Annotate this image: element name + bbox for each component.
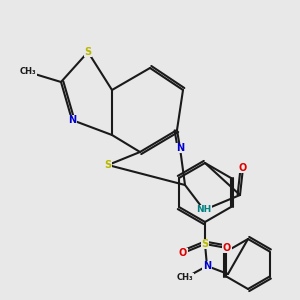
Text: S: S (84, 47, 92, 57)
Text: N: N (68, 115, 76, 125)
Text: N: N (203, 261, 211, 271)
Text: NH: NH (196, 206, 211, 214)
Text: CH₃: CH₃ (20, 68, 36, 76)
Text: S: S (201, 239, 208, 249)
Text: O: O (239, 163, 247, 173)
Text: S: S (104, 160, 112, 170)
Text: CH₃: CH₃ (177, 274, 193, 283)
Text: O: O (223, 243, 231, 253)
Text: N: N (176, 143, 184, 153)
Text: O: O (179, 248, 187, 258)
